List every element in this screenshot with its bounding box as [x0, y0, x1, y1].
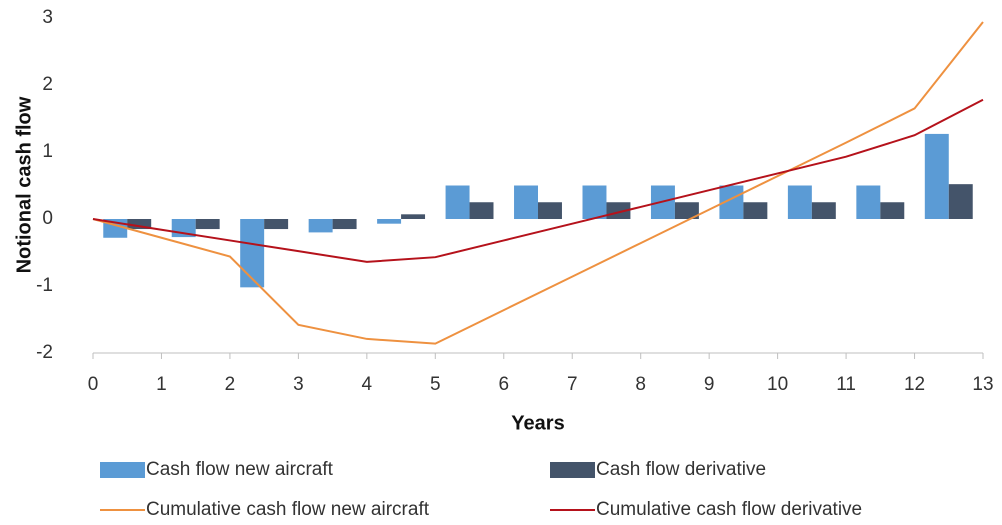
x-tick-label: 5 [430, 374, 441, 395]
x-axis-label: Years [511, 412, 564, 434]
bar [787, 185, 812, 219]
x-tick-label: 4 [362, 374, 373, 395]
line [92, 21, 984, 345]
bar [514, 185, 538, 219]
bar [948, 184, 973, 219]
legend-label: Cash flow new aircraft [146, 459, 334, 480]
bar [582, 185, 607, 219]
x-tick-label: 9 [704, 374, 715, 395]
x-tick-label: 8 [635, 374, 646, 395]
x-tick-label: 13 [972, 374, 993, 395]
x-tick-label: 6 [498, 374, 509, 395]
y-tick-label: -2 [36, 342, 53, 363]
line [92, 98, 984, 263]
legend-label: Cumulative cash flow new aircraft [146, 499, 430, 520]
legend-label: Cumulative cash flow derivative [596, 499, 862, 520]
bar [332, 219, 357, 230]
bar [240, 219, 265, 288]
y-tick-label: 0 [42, 208, 53, 229]
bar [401, 214, 426, 219]
bar [856, 185, 881, 219]
y-axis-label: Notional cash flow [13, 96, 35, 273]
y-tick-label: 1 [42, 141, 53, 162]
y-tick-label: 2 [42, 74, 53, 95]
legend-swatch [100, 462, 145, 478]
bar [445, 185, 470, 219]
x-tick-label: 10 [767, 374, 788, 395]
bar [469, 202, 494, 219]
x-tick-label: 11 [836, 374, 856, 395]
bar [743, 202, 768, 219]
bar [811, 202, 836, 219]
bar [308, 219, 333, 233]
bar [377, 219, 402, 224]
x-tick-label: 1 [156, 374, 167, 395]
legend-swatch [550, 462, 595, 478]
bar [538, 202, 562, 219]
bar [880, 202, 905, 219]
bar [195, 219, 220, 230]
legend-label: Cash flow derivative [596, 459, 766, 480]
bar [674, 202, 699, 219]
x-tick-label: 12 [904, 374, 925, 395]
x-tick-label: 2 [225, 374, 236, 395]
y-tick-label: -1 [36, 275, 53, 296]
bar [719, 185, 744, 219]
bar [924, 133, 949, 219]
x-tick-label: 0 [88, 374, 99, 395]
x-tick-label: 7 [567, 374, 578, 395]
bar [264, 219, 289, 230]
x-tick-label: 3 [293, 374, 304, 395]
y-tick-label: 3 [42, 7, 53, 28]
bar [127, 219, 152, 230]
